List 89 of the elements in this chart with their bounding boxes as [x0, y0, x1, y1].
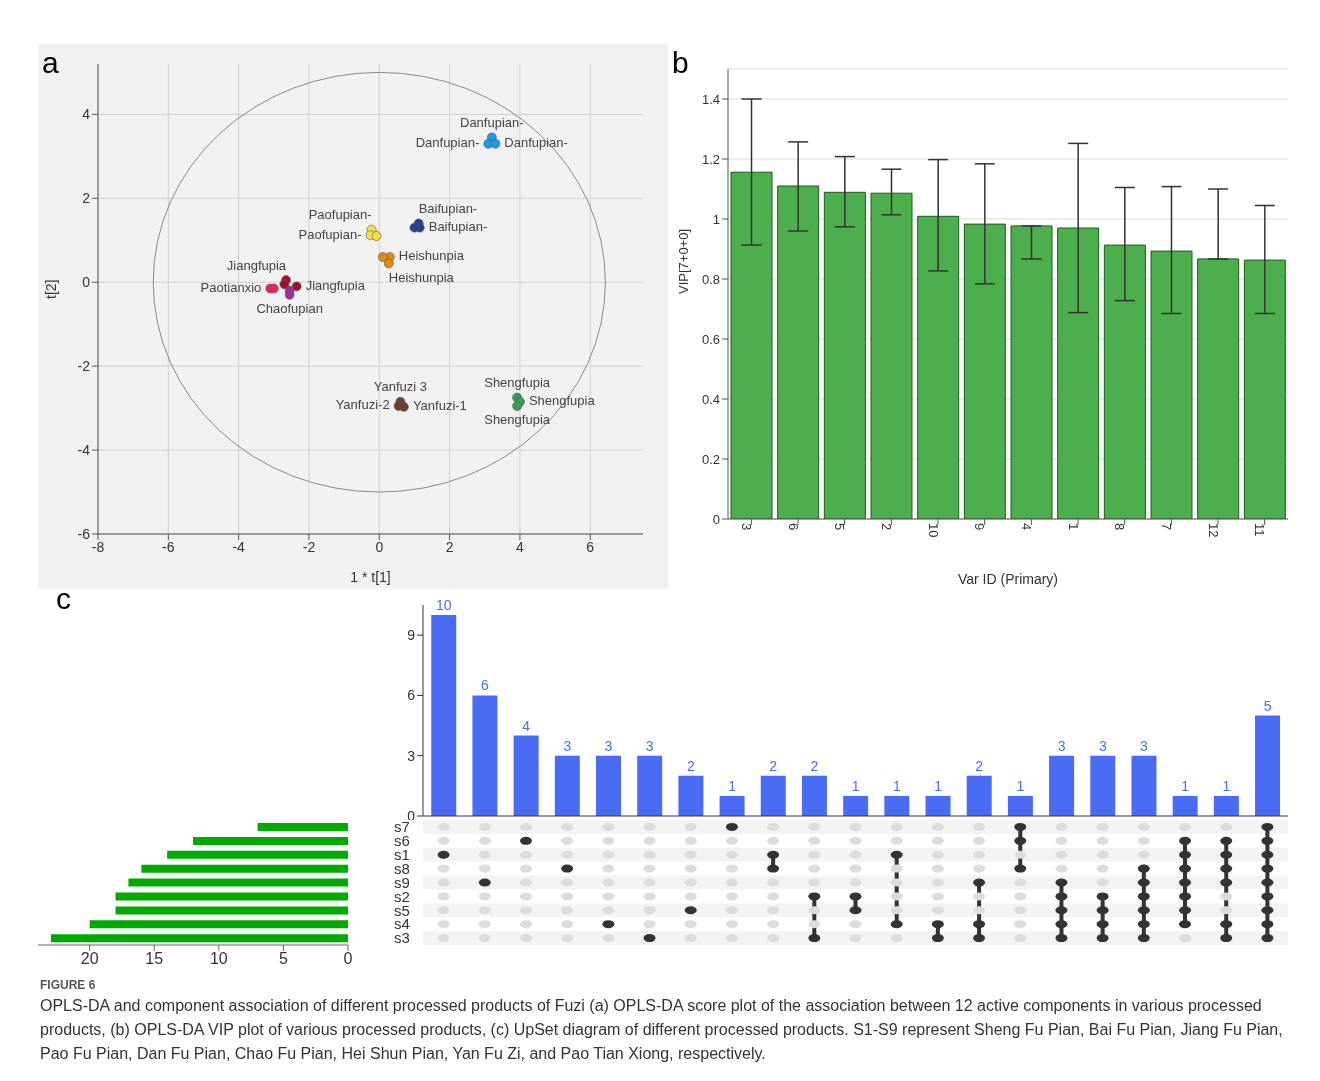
x-tick-label: 6: [586, 538, 595, 555]
y-tick-label: -4: [77, 442, 91, 459]
caption: FIGURE 6: [40, 978, 97, 992]
text: OPLS-DA and component association of different processed products of Fuzi (a) OPLS-DA score plot of the association between 12 active components in various processed products, (b) OPLS-DA VIP plot of various processed products, (c) UpSet diagram of different processed products. S1-S9 represent Sheng Fu Pian, Bai Fu Pian, Jiang Fu Pian, Pao Fu Pian, Dan Fu Pian, Chao Fu Pian, Hei Shun Pian, Yan Fu Zi, and Pao Tian Xiong, respectively.: [40, 996, 1284, 1064]
annotation: Heishunpia: [398, 248, 465, 264]
x-tick-label: 0: [375, 538, 384, 555]
y-tick-label: 3: [407, 747, 416, 764]
x-tick-label: 10: [925, 523, 941, 538]
x-tick-label: -8: [91, 538, 105, 555]
x-tick-label: -2: [302, 538, 316, 555]
text: c: [56, 582, 71, 616]
annotation: Chaofupian: [256, 301, 323, 317]
data-label: 2: [769, 757, 778, 774]
annotation: Yanfuzi-2: [335, 397, 390, 413]
annotation: Shengfupia: [484, 412, 551, 428]
annotation: Paotianxio: [200, 279, 262, 295]
data-label: 2: [686, 757, 695, 774]
data-label: 1: [728, 777, 737, 794]
x-tick-label: -6: [162, 538, 175, 555]
annotation: Danfupian-: [504, 135, 568, 151]
data-label: 4: [522, 717, 531, 734]
x-tick-label: 4: [1019, 523, 1035, 531]
x-tick-label: 0: [343, 950, 353, 968]
x-axis-title: Var ID (Primary): [957, 571, 1059, 587]
x-tick-label: 11: [1252, 523, 1268, 537]
annotation: Paofupian-: [298, 226, 362, 242]
x-tick-label: 1: [1065, 523, 1081, 531]
y-tick-label: 2: [82, 190, 91, 207]
y-tick-label: -2: [77, 358, 91, 375]
annotation: Danfupian-: [460, 114, 524, 130]
x-tick-label: 5: [278, 950, 288, 968]
annotation: Danfupian-: [415, 135, 480, 151]
y-tick-label: 1: [712, 211, 720, 227]
annotation: Shengfupia: [528, 393, 596, 409]
data-label: 5: [1263, 697, 1272, 714]
y-tick-label: 1.2: [701, 151, 720, 167]
x-tick-label: 12: [1205, 523, 1221, 538]
data-label: 1: [892, 777, 901, 794]
x-tick-label: -4: [232, 538, 246, 555]
annotation: Yanfuzi-1: [412, 398, 467, 414]
x-tick-label: 4: [516, 538, 525, 555]
annotation: Baifupian-: [428, 219, 488, 235]
x-tick-label: 8: [1112, 523, 1128, 531]
data-label: 3: [604, 737, 613, 754]
annotation: Yanfuzi 3: [373, 379, 428, 395]
y-tick-label: 9: [407, 627, 416, 644]
x-tick-label: 6: [785, 523, 801, 531]
data-label: 1: [1016, 777, 1025, 794]
x-tick-label: 10: [209, 950, 228, 968]
x-tick-label: 2: [879, 523, 895, 531]
annotation: Jiangfupia: [305, 277, 366, 293]
y-tick-label: 0.6: [701, 331, 720, 347]
y-tick-label: 0.4: [701, 391, 720, 407]
annotation: Heishunpia: [388, 269, 455, 285]
data-label: 1: [851, 777, 860, 794]
text: b: [672, 46, 689, 80]
data-label: 1: [934, 777, 943, 794]
y-tick-label: 0.2: [701, 451, 720, 467]
annotation: Baifupian-: [418, 200, 478, 216]
y-tick-label: 4: [82, 106, 91, 123]
data-label: 2: [975, 757, 984, 774]
data-label: 1: [1222, 777, 1231, 794]
y-axis-title: VIP[7+0+0]: [675, 228, 691, 294]
data-label: 6: [481, 677, 490, 694]
y-tick-label: 1.4: [701, 91, 720, 107]
data-label: 3: [645, 737, 654, 754]
y-tick-label: 6: [407, 687, 416, 704]
x-axis-title: 1 * t[1]: [350, 569, 391, 585]
data-label: 3: [563, 737, 572, 754]
annotation: Paofupian-: [308, 207, 372, 223]
data-label: 1: [1181, 777, 1190, 794]
data-label: 3: [1140, 737, 1149, 754]
x-tick-label: 7: [1159, 523, 1175, 531]
x-tick-label: 5: [832, 523, 848, 531]
y-tick-label: 0: [82, 274, 91, 291]
annotation: Jiangfupia: [226, 257, 287, 273]
annotation: Shengfupia: [484, 375, 551, 391]
text: a: [42, 46, 59, 80]
y-tick-label: 0.8: [701, 271, 720, 287]
x-tick-label: 15: [145, 950, 164, 968]
y-axis-title: t[2]: [42, 279, 59, 299]
data-label: 3: [1098, 737, 1107, 754]
x-tick-label: 9: [972, 523, 988, 531]
data-label: 10: [435, 597, 452, 614]
data-label: 2: [810, 757, 819, 774]
x-tick-label: 3: [739, 523, 755, 531]
x-tick-label: 20: [80, 950, 99, 968]
x-tick-label: 2: [445, 538, 454, 555]
data-label: 3: [1057, 737, 1066, 754]
